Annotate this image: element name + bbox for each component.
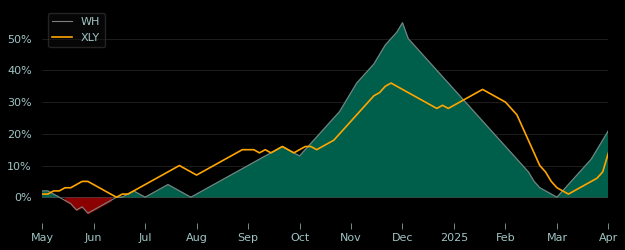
XLY — [152, 177, 160, 180]
XLY — [336, 132, 343, 135]
XLY — [112, 196, 120, 199]
XLY — [388, 82, 395, 84]
WH — [399, 21, 406, 24]
XLY — [382, 85, 389, 88]
WH — [588, 158, 595, 161]
WH — [571, 177, 578, 180]
WH — [336, 110, 343, 113]
WH — [176, 190, 183, 192]
WH — [38, 190, 46, 192]
Line: XLY: XLY — [42, 83, 608, 197]
WH — [604, 129, 612, 132]
WH — [84, 212, 92, 214]
WH — [382, 44, 389, 46]
Legend: WH, XLY: WH, XLY — [48, 12, 105, 47]
Line: WH: WH — [42, 23, 608, 213]
XLY — [588, 180, 595, 183]
XLY — [176, 164, 183, 167]
XLY — [38, 192, 46, 196]
WH — [152, 190, 160, 192]
XLY — [604, 151, 612, 154]
XLY — [571, 190, 578, 192]
